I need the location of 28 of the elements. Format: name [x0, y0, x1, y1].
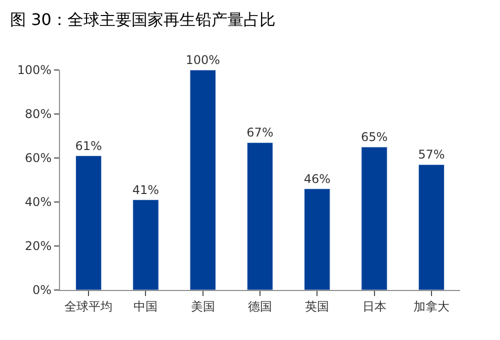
y-tick-label: 80% [24, 107, 52, 122]
x-tick-label: 美国 [190, 299, 215, 314]
data-label: 46% [304, 172, 330, 186]
y-tick-label: 60% [24, 151, 52, 166]
y-tick-label: 0% [32, 283, 52, 298]
chart-title: 图 30：全球主要国家再生铅产量占比 [10, 10, 276, 29]
data-label: 100% [186, 53, 220, 67]
bar [304, 188, 330, 290]
bar [132, 200, 159, 290]
x-tick-label: 德国 [248, 299, 272, 314]
data-label: 57% [418, 148, 445, 162]
x-tick-label: 全球平均 [64, 299, 113, 314]
data-label: 65% [360, 130, 388, 144]
x-tick-label: 英国 [305, 299, 330, 314]
bar [75, 156, 102, 290]
bar [418, 164, 445, 290]
y-tick-label: 40% [24, 195, 52, 210]
data-label: 41% [132, 182, 160, 197]
data-label: 67% [246, 126, 274, 140]
x-tick-label: 中国 [134, 299, 158, 314]
x-tick-label: 加拿大 [413, 299, 450, 314]
data-label: 61% [75, 138, 102, 153]
y-tick-label: 100% [17, 63, 52, 78]
bar [361, 146, 388, 290]
bar [246, 142, 274, 290]
x-tick-label: 日本 [362, 299, 386, 314]
bar [190, 70, 216, 290]
y-tick-label: 20% [24, 239, 52, 254]
